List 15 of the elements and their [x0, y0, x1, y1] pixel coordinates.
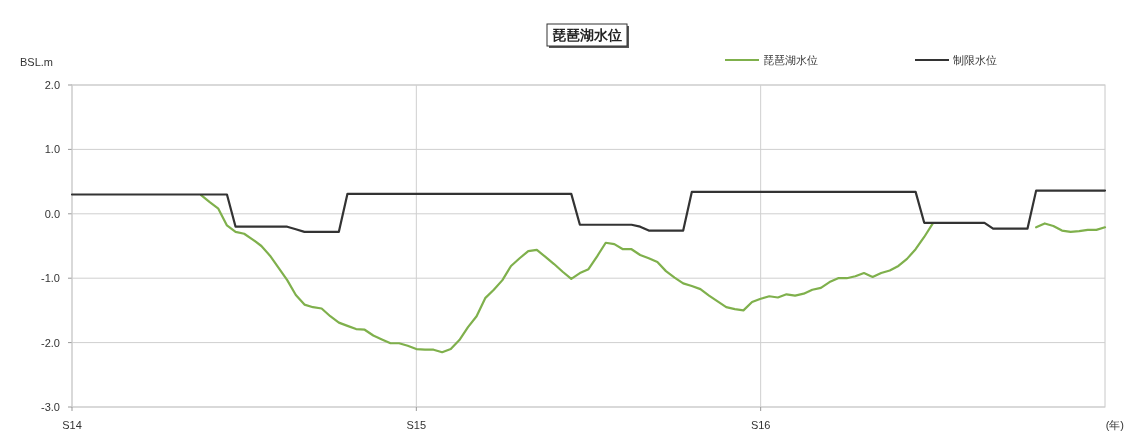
y-tick-label: 1.0	[44, 143, 60, 156]
chart-title: 琵琶湖水位	[552, 27, 622, 43]
legend-label: 制限水位	[953, 54, 997, 66]
y-tick-label: 2.0	[44, 79, 60, 91]
y-tick-label: 0.0	[44, 207, 60, 220]
line-series	[70, 189, 1107, 233]
x-axis-title: (年)	[1105, 419, 1124, 431]
y-tick-label: -1.0	[41, 272, 60, 285]
x-tick-label: S14	[62, 419, 82, 431]
legend-label: 琵琶湖水位	[763, 54, 818, 66]
y-tick-label: -2.0	[41, 336, 60, 349]
x-tick-label: S16	[750, 419, 771, 431]
y-axis-title: BSL.m	[20, 56, 54, 68]
x-tick-label: S15	[406, 419, 427, 431]
y-tick-label: -3.0	[41, 401, 60, 413]
